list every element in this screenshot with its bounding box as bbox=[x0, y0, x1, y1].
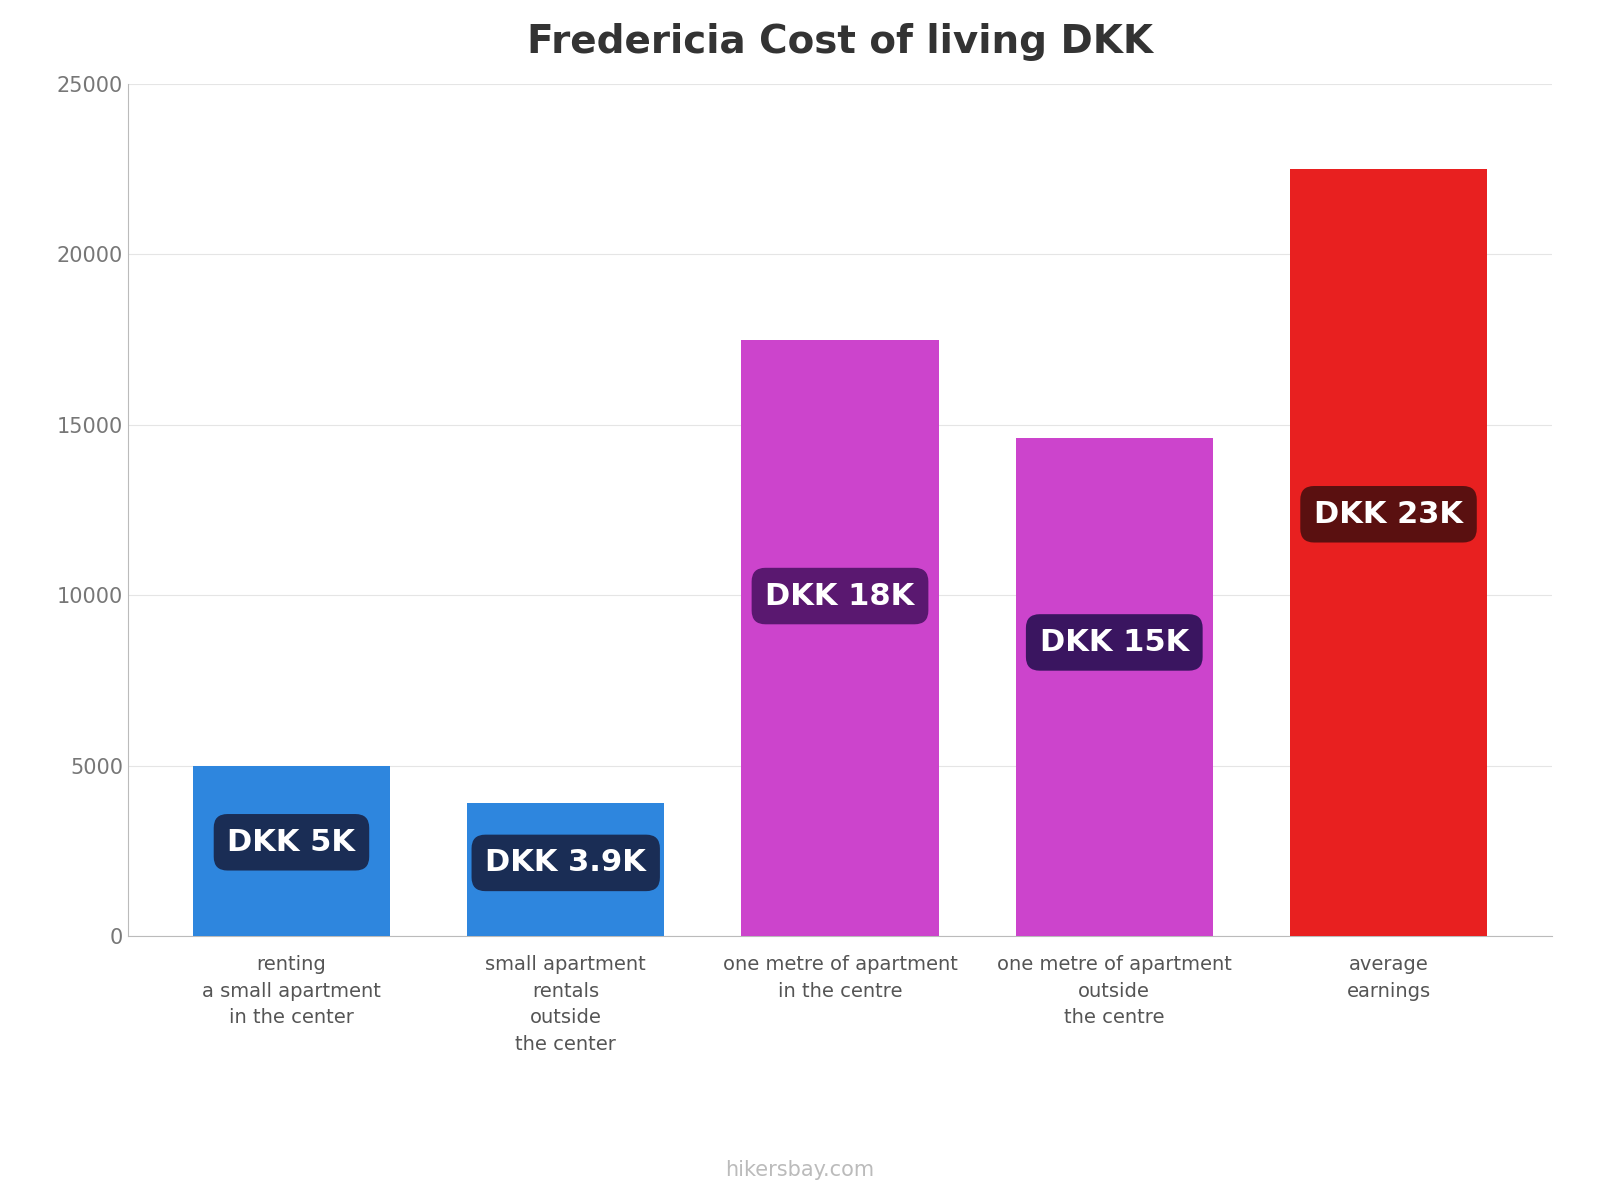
Text: DKK 18K: DKK 18K bbox=[765, 582, 915, 611]
Bar bbox=[1290, 169, 1488, 936]
Bar bbox=[467, 803, 664, 936]
Text: DKK 15K: DKK 15K bbox=[1040, 628, 1189, 656]
Text: hikersbay.com: hikersbay.com bbox=[725, 1160, 875, 1180]
Bar bbox=[1016, 438, 1213, 936]
Bar bbox=[192, 766, 390, 936]
Title: Fredericia Cost of living DKK: Fredericia Cost of living DKK bbox=[526, 24, 1154, 61]
Text: DKK 5K: DKK 5K bbox=[227, 828, 355, 857]
Bar bbox=[741, 340, 939, 936]
Text: DKK 23K: DKK 23K bbox=[1314, 499, 1462, 529]
Text: DKK 3.9K: DKK 3.9K bbox=[485, 848, 646, 877]
